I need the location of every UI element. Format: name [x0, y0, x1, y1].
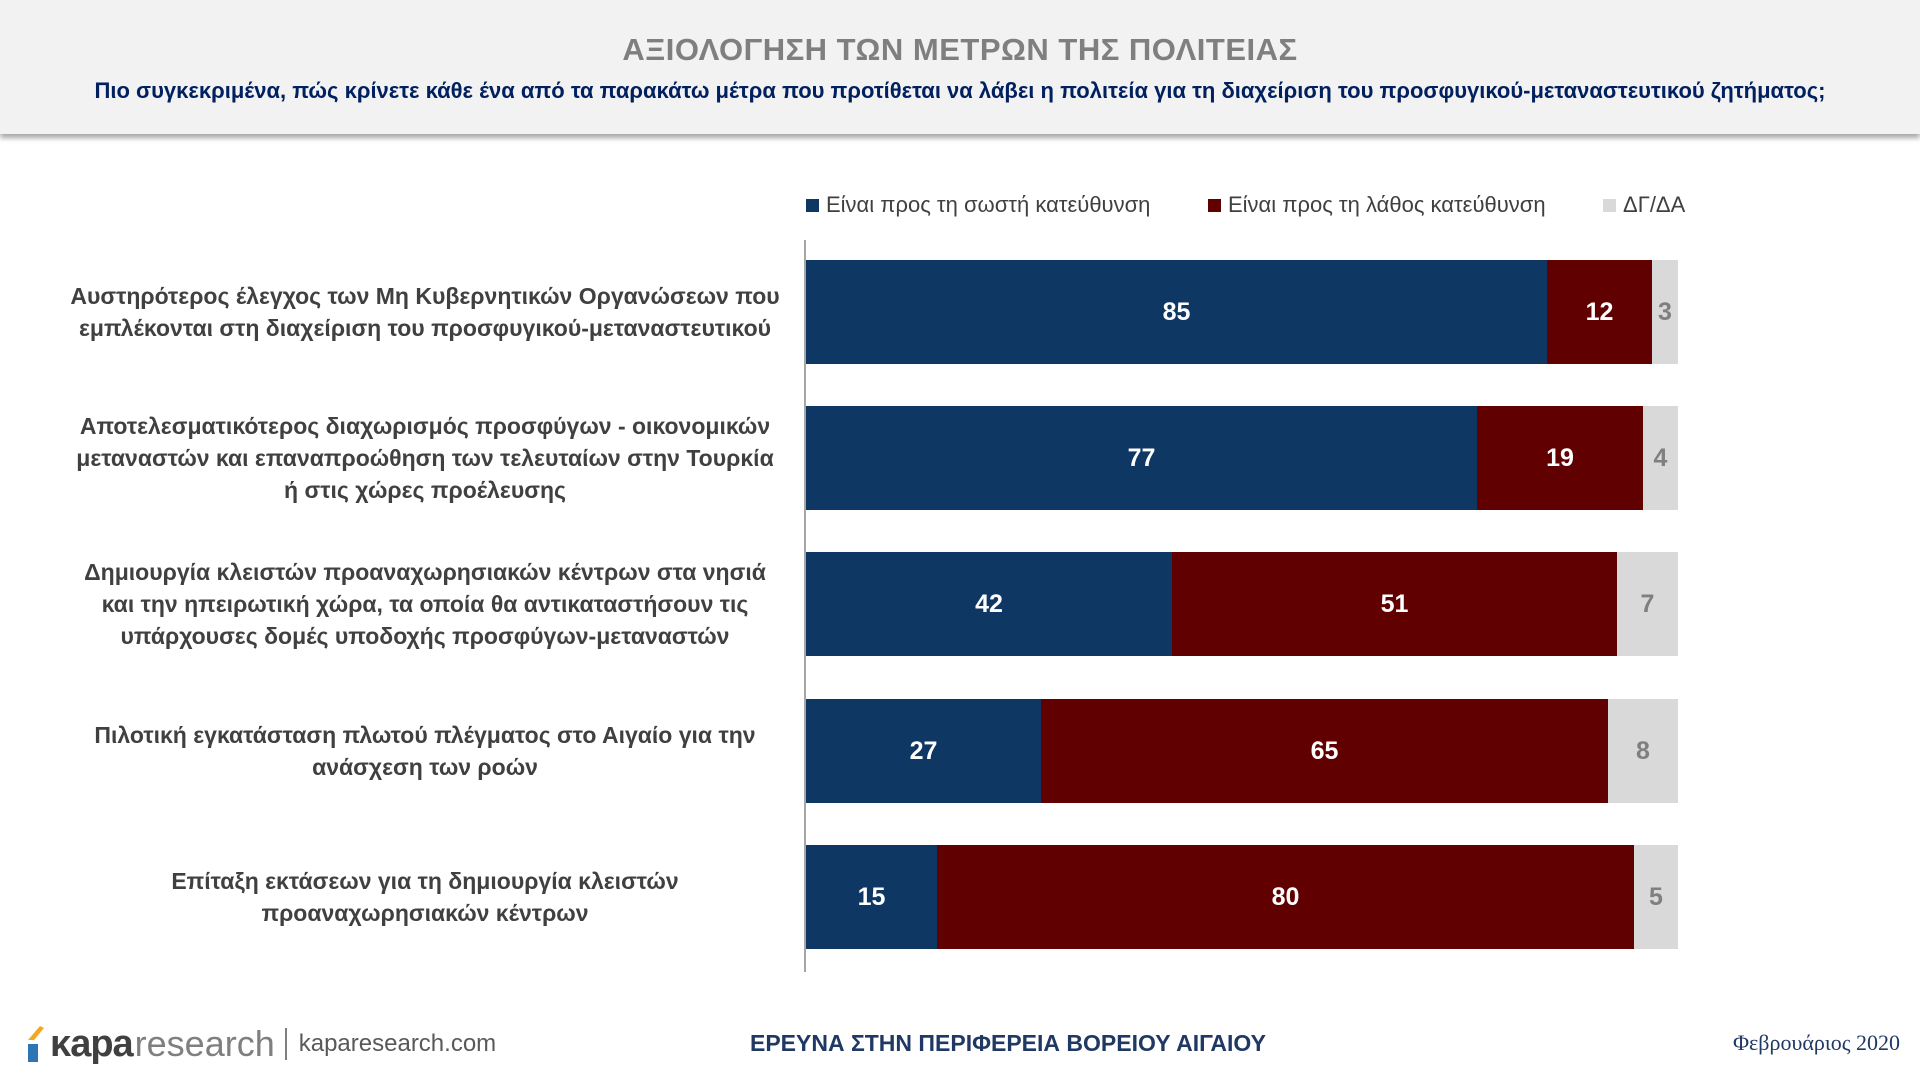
legend-item-1: Είναι προς τη σωστή κατεύθυνση: [806, 192, 1150, 218]
bar-segment-r1-s1: 85: [806, 260, 1547, 364]
logo-separator: [284, 1028, 287, 1060]
data-label-r4-s2: 65: [1310, 736, 1339, 765]
category-label-2: Αποτελεσματικότερος διαχωρισμός προσφύγω…: [76, 413, 774, 503]
data-label-r2-s2: 19: [1546, 443, 1574, 472]
data-label-r1-s3: 3: [1658, 297, 1672, 326]
data-label-r4-s1: 27: [909, 736, 938, 765]
bar-segment-r1-s2: 12: [1547, 260, 1652, 364]
legend-swatch-1: [806, 198, 819, 212]
bar-segment-r3-s1: 42: [806, 552, 1172, 656]
brand-logo: κapa research kaparesearch.com: [24, 1022, 496, 1066]
bar-segment-r4-s3: 8: [1608, 699, 1678, 803]
data-label-r3-s1: 42: [975, 589, 1003, 618]
logo-kapa: κapa: [50, 1022, 134, 1065]
category-label-1: Αυστηρότερος έλεγχος των Μη Κυβερνητικών…: [70, 283, 780, 341]
bar-segment-r5-s2: 80: [937, 845, 1634, 949]
footer-url[interactable]: kaparesearch.com: [298, 1030, 497, 1057]
bar-segment-r3-s2: 51: [1172, 552, 1617, 656]
category-label-3: Δημιουργία κλειστών προαναχωρησιακών κέν…: [84, 559, 766, 649]
category-label-4: Πιλοτική εγκατάσταση πλωτού πλέγματος στ…: [94, 722, 756, 780]
bar-segment-r4-s2: 65: [1041, 699, 1608, 803]
data-label-r5-s2: 80: [1271, 882, 1300, 911]
bar-segment-r2-s2: 19: [1477, 406, 1643, 510]
bar-segment-r4-s1: 27: [806, 699, 1041, 803]
data-label-r1-s2: 12: [1585, 297, 1614, 326]
data-label-r1-s1: 85: [1162, 297, 1191, 326]
footer-date: Φεβρουάριος 2020: [1732, 1030, 1900, 1055]
legend-swatch-3: [1603, 198, 1616, 212]
bar-segment-r5-s1: 15: [806, 845, 937, 949]
data-label-r5-s1: 15: [857, 882, 886, 911]
data-label-r4-s3: 8: [1636, 736, 1650, 765]
bar-segment-r1-s3: 3: [1652, 260, 1678, 364]
legend-item-2: Είναι προς τη λάθος κατεύθυνση: [1208, 192, 1546, 218]
legend-label-3: ΔΓ/ΔΑ: [1623, 192, 1686, 217]
legend-label-1: Είναι προς τη σωστή κατεύθυνση: [826, 192, 1151, 217]
data-label-r5-s3: 5: [1649, 882, 1663, 911]
data-label-r2-s3: 4: [1653, 443, 1668, 472]
footer-survey-title: ΕΡΕΥΝΑ ΣΤΗΝ ΠΕΡΙΦΕΡΕΙΑ ΒΟΡΕΙΟΥ ΑΙΓΑΙΟΥ: [749, 1030, 1267, 1056]
data-label-r3-s3: 7: [1640, 589, 1655, 618]
category-label-5: Επίταξη εκτάσεων για τη δημιουργία κλεισ…: [171, 868, 679, 926]
data-label-r2-s1: 77: [1127, 443, 1156, 472]
logo-research: research: [134, 1023, 275, 1064]
page-subtitle: Πιο συγκεκριμένα, πώς κρίνετε κάθε ένα α…: [94, 78, 1826, 103]
legend-swatch-2: [1208, 198, 1221, 212]
bar-segment-r2-s3: 4: [1643, 406, 1678, 510]
legend-label-2: Είναι προς τη λάθος κατεύθυνση: [1228, 192, 1546, 217]
chart-axis-line: [804, 240, 806, 972]
logo-mark-icon: [24, 1024, 46, 1064]
bar-segment-r5-s3: 5: [1634, 845, 1678, 949]
header-band: ΑΞΙΟΛΟΓΗΣΗ ΤΩΝ ΜΕΤΡΩΝ ΤΗΣ ΠΟΛΙΤΕΙΑΣ Πιο …: [0, 0, 1920, 134]
legend-item-3: ΔΓ/ΔΑ: [1603, 192, 1685, 218]
bar-segment-r2-s1: 77: [806, 406, 1477, 510]
bar-segment-r3-s3: 7: [1617, 552, 1678, 656]
data-label-r3-s2: 51: [1380, 589, 1409, 618]
page-title: ΑΞΙΟΛΟΓΗΣΗ ΤΩΝ ΜΕΤΡΩΝ ΤΗΣ ΠΟΛΙΤΕΙΑΣ: [622, 32, 1298, 67]
